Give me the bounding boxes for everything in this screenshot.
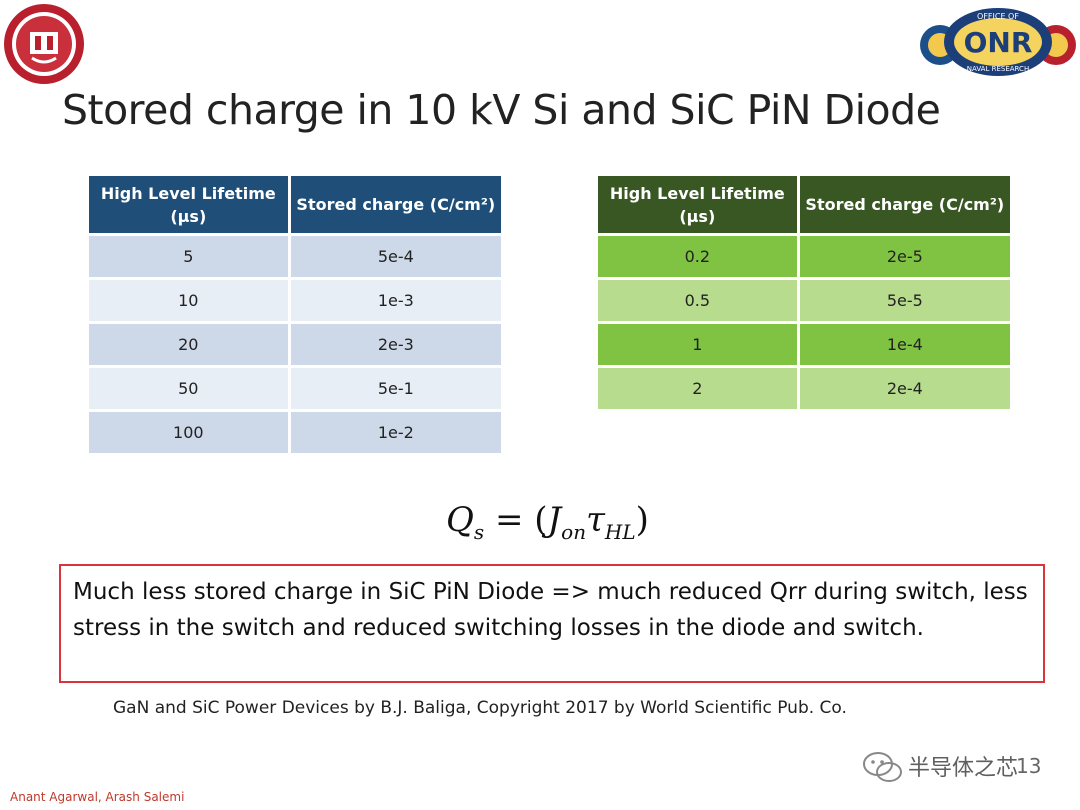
charge-cell: 1e-3 <box>290 280 504 324</box>
callout-text: Much less stored charge in SiC PiN Diode… <box>73 579 1028 641</box>
table-row: 50 5e-1 <box>89 368 504 412</box>
osu-seal-icon <box>4 4 84 84</box>
lifetime-cell: 50 <box>89 368 291 412</box>
lifetime-cell: 2 <box>598 368 800 412</box>
table-header-row: High Level Lifetime (µs) Stored charge (… <box>598 176 1013 236</box>
charge-cell: 2e-5 <box>799 236 1013 280</box>
watermark-text: 半导体之芯 <box>908 756 1019 781</box>
charge-cell: 1e-4 <box>799 324 1013 368</box>
lifetime-cell: 100 <box>89 412 291 456</box>
lifetime-cell: 10 <box>89 280 291 324</box>
charge-cell: 1e-2 <box>290 412 504 456</box>
formula-j-sub: on <box>561 520 587 544</box>
lifetime-cell: 20 <box>89 324 291 368</box>
lifetime-cell: 0.2 <box>598 236 800 280</box>
table-row: 2 2e-4 <box>598 368 1013 412</box>
svg-text:ONR: ONR <box>964 26 1033 59</box>
charge-cell: 5e-4 <box>290 236 504 280</box>
table-row: 0.5 5e-5 <box>598 280 1013 324</box>
charge-cell: 5e-1 <box>290 368 504 412</box>
table-row: 5 5e-4 <box>89 236 504 280</box>
formula-q: Q <box>446 500 474 540</box>
conclusion-callout: Much less stored charge in SiC PiN Diode… <box>59 564 1045 683</box>
formula-eq: = ( <box>484 500 548 540</box>
formula-j: J <box>547 500 562 540</box>
svg-text:NAVAL RESEARCH: NAVAL RESEARCH <box>967 65 1029 73</box>
authors-footer: Anant Agarwal, Arash Salemi <box>10 790 185 804</box>
table-row: 1 1e-4 <box>598 324 1013 368</box>
header-lifetime: High Level Lifetime (µs) <box>598 176 800 236</box>
header-lifetime: High Level Lifetime (µs) <box>89 176 291 236</box>
table-row: 10 1e-3 <box>89 280 504 324</box>
sic-lifetime-table: High Level Lifetime (µs) Stored charge (… <box>598 176 1013 412</box>
svg-text:OFFICE OF: OFFICE OF <box>977 12 1019 21</box>
lifetime-cell: 0.5 <box>598 280 800 324</box>
onr-logo-icon: ONR OFFICE OF NAVAL RESEARCH <box>920 8 1076 76</box>
charge-cell: 5e-5 <box>799 280 1013 324</box>
si-lifetime-table: High Level Lifetime (µs) Stored charge (… <box>89 176 504 456</box>
header-stored-charge: Stored charge (C/cm²) <box>290 176 504 236</box>
page-number: 13 <box>1016 754 1042 778</box>
formula-q-sub: s <box>473 520 485 544</box>
wechat-icon <box>863 752 902 782</box>
lifetime-cell: 5 <box>89 236 291 280</box>
header-stored-charge: Stored charge (C/cm²) <box>799 176 1013 236</box>
slide-title: Stored charge in 10 kV Si and SiC PiN Di… <box>62 86 941 134</box>
charge-cell: 2e-4 <box>799 368 1013 412</box>
table-row: 100 1e-2 <box>89 412 504 456</box>
lifetime-cell: 1 <box>598 324 800 368</box>
formula-tau-sub: HL <box>604 520 636 544</box>
table-row: 20 2e-3 <box>89 324 504 368</box>
formula-tau: τ <box>586 500 605 540</box>
stored-charge-formula: Qs = (JonτHL) <box>446 500 649 544</box>
citation: GaN and SiC Power Devices by B.J. Baliga… <box>113 698 847 718</box>
formula-close: ) <box>635 500 649 540</box>
table-header-row: High Level Lifetime (µs) Stored charge (… <box>89 176 504 236</box>
watermark: 半导体之芯 <box>860 748 1060 788</box>
charge-cell: 2e-3 <box>290 324 504 368</box>
table-row: 0.2 2e-5 <box>598 236 1013 280</box>
